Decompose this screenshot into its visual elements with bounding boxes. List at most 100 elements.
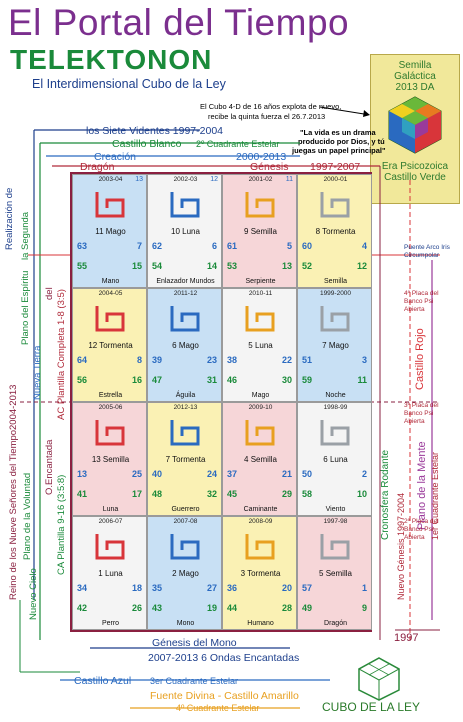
label-del: del — [44, 287, 55, 300]
grid-cell: 2012-13 7 Tormenta 40 24 48 32 Guerrero — [147, 402, 222, 516]
cell-name: 6 Luna — [323, 455, 348, 464]
cell-number: 46 — [227, 375, 238, 385]
cell-number: 15 — [131, 261, 142, 271]
label-placa2-line1: 2ª Placa del — [404, 518, 439, 525]
grid-cell: 2006-07 1 Luna 34 18 42 26 Perro — [72, 516, 147, 630]
cell-seal-label: Mono — [176, 620, 195, 627]
label-los-siete-videntes: los Siete Videntes 1997-2004 — [86, 125, 223, 137]
cell-number: 53 — [227, 261, 238, 271]
label-ca-plantilla: CA Plantilla 9-16 (3:5:8) — [56, 474, 67, 575]
grid-cell: 2000-01 8 Tormenta 60 4 52 12 Semilla — [297, 174, 372, 288]
cell-number: 62 — [152, 241, 163, 251]
cell-name: 5 Semilla — [319, 569, 352, 578]
page-title: El Portal del Tiempo — [8, 2, 350, 43]
label-tercer-cuadrante: 3er Cuadrante Estelar — [150, 676, 239, 686]
cell-number: 27 — [206, 583, 217, 593]
badge-line-2: Galáctica — [394, 71, 436, 82]
galactic-seed-badge: Semilla Galáctica 2013 DA Era Psicozoica… — [370, 54, 460, 204]
cell-seal-label: Mago — [251, 392, 270, 399]
cell-seal-label: Perro — [101, 620, 120, 627]
badge-line-3: 2013 DA — [395, 82, 435, 93]
seal-glyph-icon — [170, 420, 200, 446]
cell-number: 61 — [227, 241, 238, 251]
label-placa3-line1: 3ª Placa del — [404, 402, 439, 409]
label-placa4-line2: Banco Psi — [404, 298, 434, 305]
cell-year: 2010-11 — [248, 290, 273, 297]
label-placa3-line3: Abierta — [404, 418, 425, 425]
cell-number: 23 — [206, 355, 217, 365]
cell-number: 39 — [152, 355, 163, 365]
cell-number: 14 — [206, 261, 217, 271]
cell-year: 1997-98 — [323, 518, 348, 525]
cell-number: 13 — [77, 469, 88, 479]
cell-number: 1 — [361, 583, 367, 593]
cell-number: 54 — [152, 261, 163, 271]
label-circumpolar: Circumpolar — [404, 252, 440, 259]
label-plano-voluntad: Plano de la Voluntad — [22, 472, 33, 560]
cell-number: 13 — [281, 261, 292, 271]
cell-number: 59 — [302, 375, 313, 385]
cell-number: 9 — [361, 603, 367, 613]
cell-number: 12 — [356, 261, 367, 271]
label-castillo-blanco: Castillo Blanco — [112, 138, 182, 150]
cell-number: 18 — [131, 583, 142, 593]
label-creacion: Creación — [94, 151, 137, 163]
cell-name: 6 Mago — [172, 341, 199, 350]
grid-cell: 2008-09 3 Tormenta 36 20 44 28 Humano — [222, 516, 297, 630]
cell-number: 3 — [361, 355, 367, 365]
seal-glyph-icon — [320, 420, 350, 446]
cell-number: 8 — [136, 355, 142, 365]
page-subtitle: TELEKTONON — [10, 44, 213, 75]
cell-name: 1 Luna — [98, 569, 123, 578]
cell-number: 63 — [77, 241, 88, 251]
cell-seal-label: Semilla — [324, 278, 347, 285]
label-castillo-azul: Castillo Azul — [74, 675, 132, 687]
seal-glyph-icon — [95, 420, 125, 446]
cell-number: 57 — [302, 583, 313, 593]
cell-name: 4 Semilla — [244, 455, 277, 464]
cell-name: 12 Tormenta — [88, 341, 133, 350]
cell-year: 2004-05 — [98, 290, 123, 297]
cell-name: 3 Tormenta — [240, 569, 281, 578]
cell-tone: 13 — [135, 176, 143, 183]
label-years-2000-2013: 2000-2013 — [236, 151, 287, 163]
cell-number: 5 — [286, 241, 292, 251]
label-la-segunda: la Segunda — [20, 211, 31, 260]
cell-number: 30 — [281, 375, 292, 385]
label-segundo-cuadrante: 2º Cuadrante Estelar — [196, 139, 280, 149]
label-placa4-line3: Abierta — [404, 306, 425, 313]
label-1997: 1997 — [394, 632, 419, 644]
cell-year: 2006-07 — [98, 518, 123, 525]
cell-number: 42 — [77, 603, 88, 613]
label-realizacion: Realización de — [4, 187, 15, 250]
cell-seal-label: Dragón — [324, 620, 347, 627]
page-subtitle-secondary: El Interdimensional Cubo de la Ley — [32, 77, 226, 91]
cell-tone: 11 — [285, 176, 293, 183]
cell-seal-label: Caminante — [243, 506, 278, 513]
label-placa2-line3: Abierta — [404, 534, 425, 541]
cell-number: 44 — [227, 603, 238, 613]
label-placa2-line2: Banco Psi — [404, 526, 434, 533]
telektonon-grid: 2003-04 13 11 Mago 63 7 55 15 Mano 2002-03 12 10 L… — [70, 172, 372, 632]
label-puente-arco-iris: Puente Arco Iris — [404, 244, 450, 251]
footer-title: CUBO DE LA LEY — [322, 700, 421, 714]
cell-name: 11 Mago — [95, 227, 126, 236]
grid-cell: 2004-05 12 Tormenta 64 8 56 16 Estrella — [72, 288, 147, 402]
cell-number: 43 — [152, 603, 163, 613]
badge-line-5: Castillo Verde — [384, 172, 446, 183]
seal-glyph-icon — [95, 306, 125, 332]
quote-line-1: "La vida es un drama — [300, 128, 376, 137]
cell-number: 50 — [302, 469, 313, 479]
label-nueva-tierra: Nueva Tierra — [32, 345, 43, 400]
cell-number: 37 — [227, 469, 238, 479]
cell-number: 48 — [152, 489, 163, 499]
label-onda-encantada: O.Encantada — [44, 439, 55, 495]
cell-number: 52 — [302, 261, 313, 271]
grid-cell: 2010-11 5 Luna 38 22 46 30 Mago — [222, 288, 297, 402]
cell-name: 5 Luna — [248, 341, 273, 350]
cell-number: 31 — [206, 375, 217, 385]
cell-number: 36 — [227, 583, 238, 593]
grid-cell: 2005-06 13 Semilla 13 25 41 17 Luna — [72, 402, 147, 516]
cell-number: 4 — [361, 241, 367, 251]
label-placa4-line1: 4ª Placa del — [404, 290, 439, 297]
